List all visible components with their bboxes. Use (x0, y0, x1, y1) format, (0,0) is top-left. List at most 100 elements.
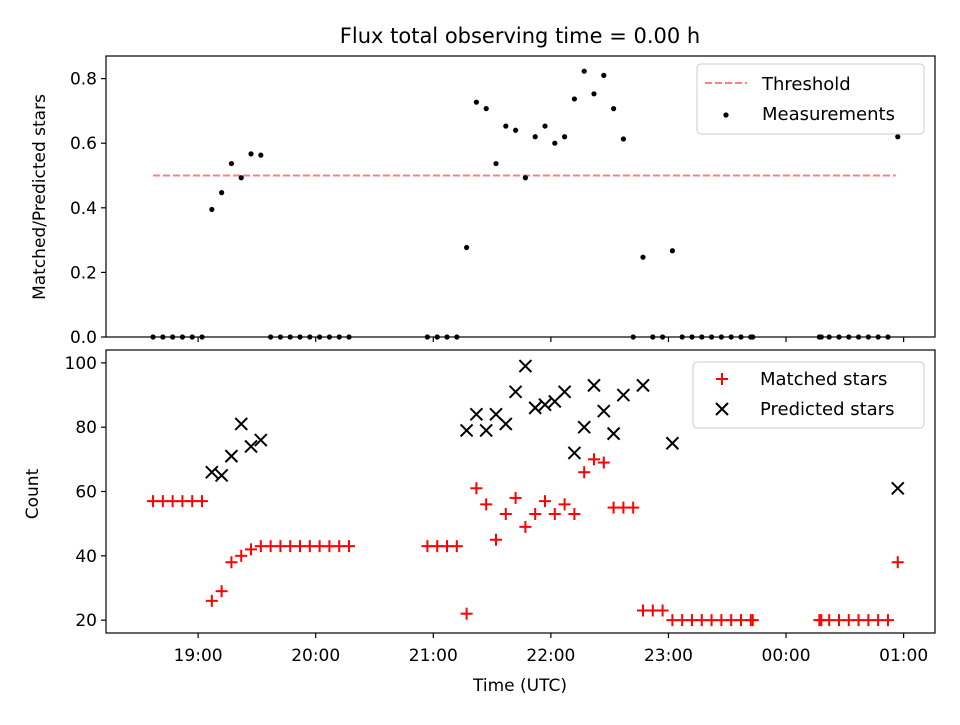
matched-star-point (205, 594, 218, 607)
top-panel: Flux total observing time = 0.00 h Match… (30, 24, 936, 348)
chart-title: Flux total observing time = 0.00 h (340, 24, 700, 48)
measurement-point (483, 106, 489, 112)
matched-star-point (558, 498, 571, 511)
legend-predicted-label: Predicted stars (760, 399, 894, 420)
bottom-y-tick-label: 20 (75, 611, 97, 631)
predicted-star-point (616, 388, 631, 402)
predicted-star-point (577, 420, 591, 434)
measurement-point (581, 68, 587, 74)
measurement-point (620, 136, 626, 142)
top-y-tick-label: 0.8 (70, 70, 97, 90)
bottom-x-tick-label: 21:00 (409, 646, 458, 666)
measurement-point (503, 123, 509, 129)
legend-measurements-swatch (723, 112, 729, 118)
matched-star-point (548, 508, 561, 521)
top-legend: Threshold Measurements (696, 63, 925, 135)
top-y-axis-label: Matched/Predicted stars (30, 94, 50, 300)
matched-star-point (196, 495, 209, 508)
measurement-point (532, 134, 538, 140)
x-axis-label: Time (UTC) (472, 676, 567, 696)
measurement-point (513, 127, 519, 133)
matched-star-point (343, 540, 356, 553)
matched-star-point (470, 482, 483, 495)
legend-matched-marker (716, 373, 728, 385)
bottom-x-tick-label: 00:00 (762, 646, 811, 666)
predicted-star-point (459, 423, 474, 438)
legend-measurements-label: Measurements (762, 104, 895, 125)
predicted-star-point (665, 436, 680, 450)
measurement-point (552, 140, 558, 146)
bottom-x-tick-label: 23:00 (644, 646, 693, 666)
matched-star-point (538, 495, 551, 508)
measurement-point (228, 160, 235, 167)
predicted-star-point (479, 423, 493, 438)
matched-star-point (509, 491, 522, 504)
matched-star-point (519, 520, 532, 533)
matched-star-point (460, 607, 473, 620)
matched-star-point (499, 508, 512, 521)
top-axes-frame (105, 55, 936, 338)
measurement-point (258, 152, 264, 158)
predicted-star-point (567, 446, 582, 460)
bottom-y-tick-label: 80 (75, 418, 97, 438)
matched-star-point (245, 543, 258, 556)
top-legend-box (696, 63, 925, 135)
matched-star-point (587, 453, 600, 466)
predicted-star-point (234, 417, 248, 431)
measurement-point (473, 99, 480, 105)
matched-star-point (891, 556, 904, 569)
measurement-point (209, 206, 215, 213)
predicted-star-point (557, 385, 572, 399)
matched-star-point (746, 614, 759, 627)
matched-star-point (480, 498, 493, 511)
measurement-point (219, 190, 225, 196)
predicted-star-point (205, 465, 219, 479)
bottom-x-tick-label: 01:00 (879, 646, 928, 666)
measurement-point (464, 244, 470, 251)
predicted-star-point (224, 449, 239, 463)
measurement-point (571, 96, 577, 102)
matched-star-point (490, 533, 503, 546)
legend-predicted-marker (715, 402, 729, 416)
measurement-point (522, 175, 528, 181)
legend-threshold-label: Threshold (761, 74, 851, 95)
bottom-legend: Matched stars Predicted stars (692, 361, 925, 429)
bottom-panel: Count Time (UTC) 20 40 60 80 100 19:00 20:00 21… (23, 349, 936, 696)
measurement-point (640, 254, 646, 260)
predicted-star-point (636, 378, 650, 393)
bottom-x-tick-label: 22:00 (526, 646, 575, 666)
measurement-point (561, 134, 568, 140)
predicted-star-point (518, 359, 533, 373)
matched-star-point (225, 556, 238, 569)
predicted-star-point (508, 385, 523, 399)
bottom-y-axis-label: Count (23, 468, 43, 519)
matched-star-point (627, 501, 640, 514)
predicted-star-point (606, 426, 621, 441)
measurement-point (669, 248, 675, 254)
matched-star-point (235, 549, 248, 562)
bottom-y-tick-label: 60 (75, 483, 97, 503)
matched-star-point (881, 614, 894, 627)
bottom-y-tick-label: 40 (75, 547, 97, 567)
measurement-point (238, 175, 244, 181)
predicted-star-point (499, 417, 513, 431)
matched-star-point (450, 540, 463, 553)
bottom-x-tick-label: 19:00 (174, 646, 223, 666)
matched-star-point (578, 466, 591, 479)
bottom-legend-box (692, 361, 925, 429)
measurement-point (493, 160, 499, 167)
predicted-star-point (214, 468, 229, 483)
predicted-star-point (891, 481, 905, 495)
top-axes: 0.0 0.2 0.4 0.6 0.8 (70, 55, 936, 348)
matched-star-point (656, 604, 669, 617)
predicted-star-point (538, 397, 552, 412)
matched-star-point (568, 508, 581, 521)
measurement-point (542, 123, 548, 129)
predicted-star-point (244, 439, 258, 454)
legend-matched-swatch (716, 373, 728, 385)
predicted-star-point (528, 401, 542, 415)
top-y-tick-label: 0.0 (70, 328, 97, 348)
matched-star-point (215, 585, 228, 598)
measurement-point (591, 91, 597, 97)
legend-predicted-swatch (715, 402, 729, 416)
